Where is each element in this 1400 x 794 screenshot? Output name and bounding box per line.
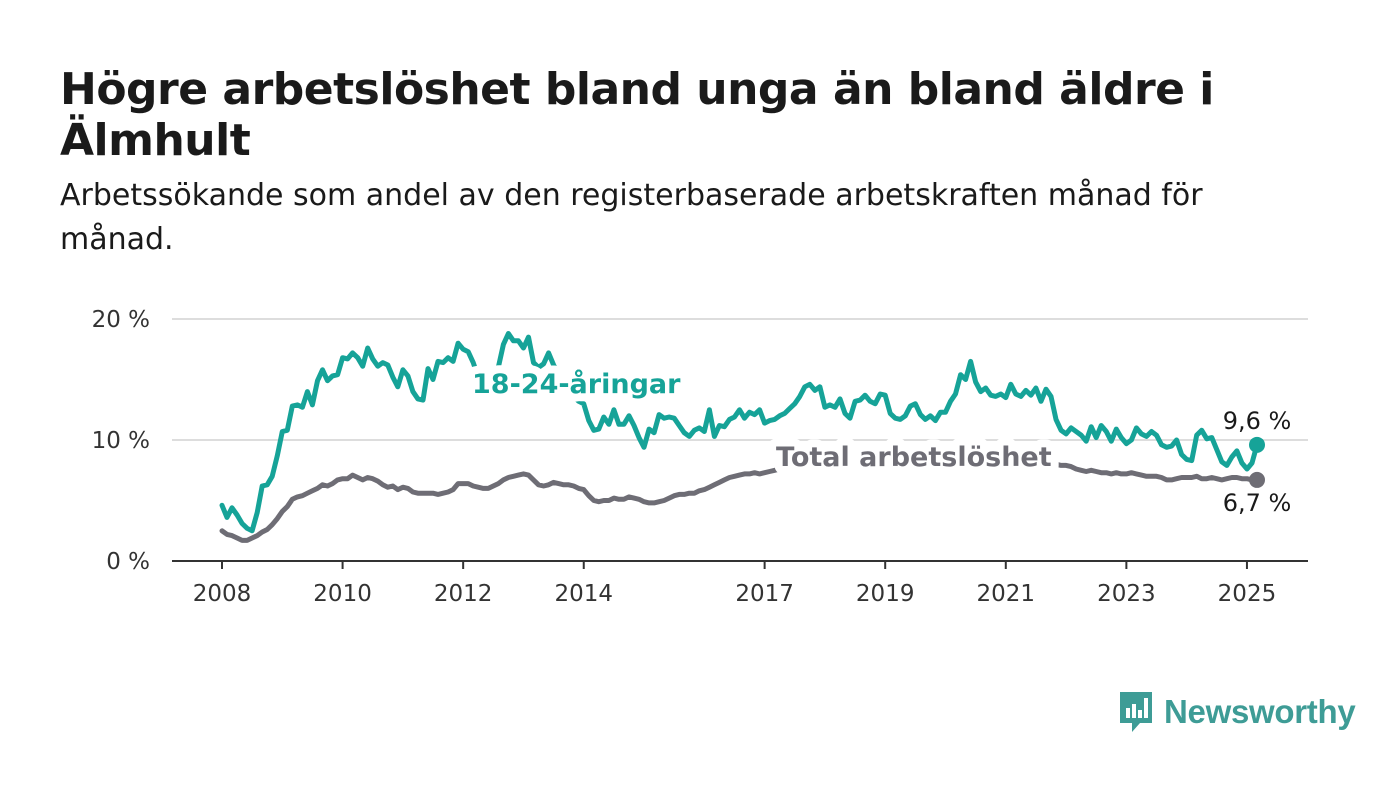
y-tick-label: 10 %: [92, 428, 150, 454]
x-tick-label: 2014: [554, 581, 613, 607]
series-label-total: Total arbetslöshet: [776, 442, 1052, 473]
y-axis-ticks: 0 % 10 % 20 %: [92, 307, 150, 575]
series-labels: 18-24-åringar Total arbetslöshet 9,6 % 6…: [472, 368, 1291, 517]
x-tick-label: 2023: [1097, 581, 1156, 607]
series-lines: Total arbetslöshet 18-24-åringar: [219, 331, 1265, 543]
x-tick-label: 2008: [193, 581, 252, 607]
x-tick-label: 2019: [856, 581, 915, 607]
chart-title: Högre arbetslöshet bland unga än bland ä…: [60, 64, 1214, 166]
x-tick-label: 2021: [977, 581, 1036, 607]
x-tick-label: 2017: [735, 581, 794, 607]
y-tick-label: 20 %: [92, 307, 150, 333]
x-tick-label: 2012: [434, 581, 493, 607]
series-youth-end-dot: [1249, 436, 1265, 453]
x-tick-label: 2025: [1218, 581, 1277, 607]
series-label-youth: 18-24-åringar: [472, 368, 681, 400]
series-total-line: [219, 444, 1260, 543]
end-value-label-youth: 9,6 %: [1223, 407, 1292, 435]
series-total-end-dot: [1249, 471, 1265, 488]
y-tick-label: 0 %: [106, 549, 150, 575]
newsworthy-logo-icon: [1120, 692, 1152, 732]
gridlines: [172, 318, 1308, 562]
end-value-label-total: 6,7 %: [1223, 489, 1292, 517]
chart-subtitle: Arbetssökande som andel av den registerb…: [60, 178, 1203, 257]
x-axis-ticks: 2008 2010 2012 2014 2017 2019 2021 2023 2025: [193, 561, 1276, 607]
newsworthy-brand: Newsworthy: [1118, 690, 1356, 734]
series-youth-line: [219, 331, 1260, 534]
brand-name: Newsworthy: [1164, 693, 1356, 730]
x-tick-label: 2010: [313, 581, 372, 607]
